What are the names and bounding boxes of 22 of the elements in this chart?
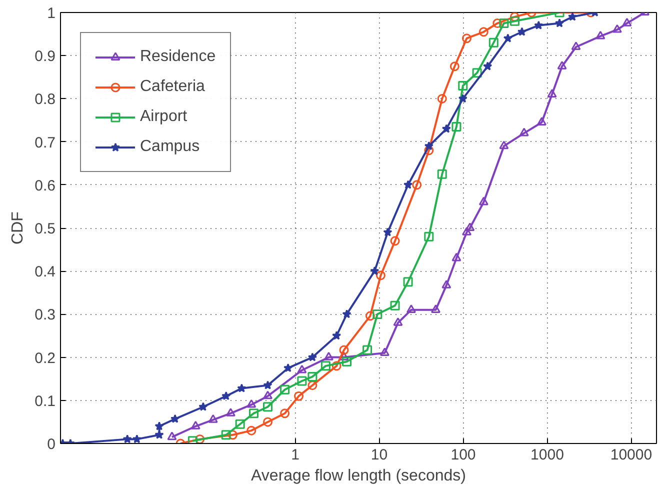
y-tick-label: 0.1 bbox=[34, 392, 56, 410]
y-tick-label: 1 bbox=[47, 5, 56, 22]
x-tick-label: 10000 bbox=[610, 446, 652, 464]
legend-label: Campus bbox=[140, 138, 200, 156]
x-axis-title: Average flow length (seconds) bbox=[251, 468, 466, 484]
y-tick-label: 0.6 bbox=[34, 177, 56, 194]
x-tick-label: 100 bbox=[450, 446, 476, 464]
y-tick-label: 0.8 bbox=[34, 91, 56, 108]
y-axis-title: CDF bbox=[10, 211, 27, 244]
y-tick-label: 0.9 bbox=[34, 48, 56, 66]
x-tick-label: 1 bbox=[291, 446, 300, 464]
x-tick-label: 10 bbox=[370, 446, 388, 464]
y-tick-label: 0.2 bbox=[34, 350, 56, 367]
legend-label: Residence bbox=[140, 48, 216, 66]
y-tick-label: 0.3 bbox=[34, 306, 56, 324]
legend-label: Airport bbox=[140, 108, 188, 126]
y-tick-label: 0.4 bbox=[34, 264, 56, 281]
y-tick-label: 0 bbox=[47, 436, 56, 453]
legend-label: Cafeteria bbox=[140, 78, 205, 96]
x-tick-label: 1000 bbox=[530, 446, 564, 464]
y-tick-label: 0.5 bbox=[34, 220, 56, 238]
y-tick-label: 0.7 bbox=[34, 134, 56, 152]
